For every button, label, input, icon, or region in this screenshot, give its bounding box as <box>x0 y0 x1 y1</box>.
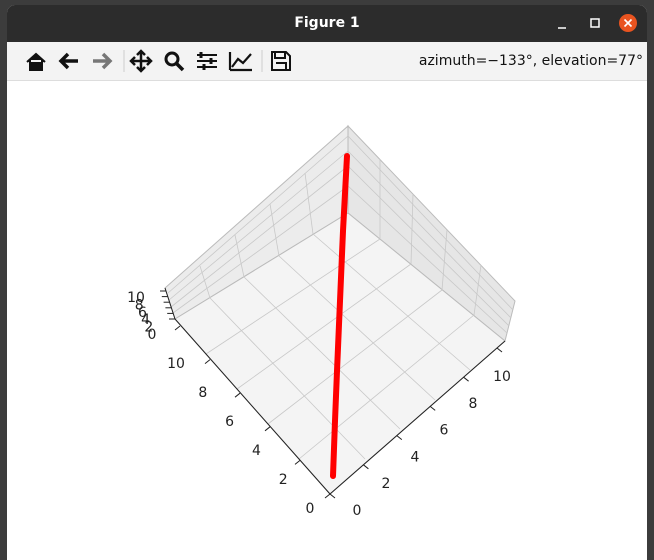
tick-mark <box>363 464 369 470</box>
tick-mark <box>174 325 181 331</box>
tick-label: 2 <box>382 476 391 492</box>
tick-label: 8 <box>469 396 478 412</box>
home-button[interactable] <box>26 52 46 71</box>
tick-mark <box>264 426 271 432</box>
tick-mark <box>429 406 436 411</box>
tick-mark <box>294 460 301 465</box>
tick-label: 8 <box>135 297 144 313</box>
tick-label: 2 <box>144 320 153 336</box>
left-axis-line <box>174 318 331 495</box>
toolbar: azimuth=−133°, elevation=77° <box>7 42 647 81</box>
tick-label: 6 <box>225 414 234 430</box>
axes-button[interactable] <box>228 52 252 72</box>
zoom-button[interactable] <box>164 51 180 67</box>
tick-mark <box>463 376 469 382</box>
tick-mark <box>204 359 211 364</box>
forward-button[interactable] <box>93 52 113 70</box>
tick-label: 0 <box>148 327 157 343</box>
toolbar-icons <box>26 49 291 73</box>
tick-label: 10 <box>493 369 511 385</box>
tick-label: 0 <box>306 501 315 517</box>
tick-mark <box>396 435 403 440</box>
tick-label: 0 <box>353 503 362 519</box>
tick-label: 10 <box>127 290 145 306</box>
tick-label: 8 <box>198 385 207 401</box>
z-axis-line <box>164 287 176 320</box>
close-icon <box>623 18 633 28</box>
tick-mark <box>324 493 331 499</box>
zoom-handle <box>175 62 185 72</box>
tick-label: 10 <box>167 356 185 372</box>
tick-label: 4 <box>252 443 261 459</box>
window-controls <box>558 14 637 32</box>
status-text: azimuth=−133°, elevation=77° <box>418 53 643 69</box>
tick-mark <box>329 493 336 499</box>
title-bar: Figure 1 <box>7 5 647 42</box>
right-axis-line <box>329 340 506 495</box>
tick-mark <box>234 392 241 398</box>
tick-label: 4 <box>411 449 420 465</box>
tick-label: 6 <box>138 305 147 321</box>
configure-sliders <box>199 52 213 70</box>
tick-label: 4 <box>141 312 150 328</box>
window: Figure 1 azimuth=−133°, elevation=77° <box>7 5 647 560</box>
tick-mark <box>496 347 503 353</box>
grid <box>167 135 514 460</box>
back-button[interactable] <box>58 52 78 70</box>
red-line <box>330 153 350 479</box>
tick-label: 2 <box>279 472 288 488</box>
pan-button[interactable] <box>129 49 153 73</box>
maximize-button[interactable] <box>590 18 600 28</box>
tick-label: 6 <box>440 423 449 439</box>
window-title: Figure 1 <box>294 15 360 31</box>
save-button[interactable] <box>271 51 291 71</box>
